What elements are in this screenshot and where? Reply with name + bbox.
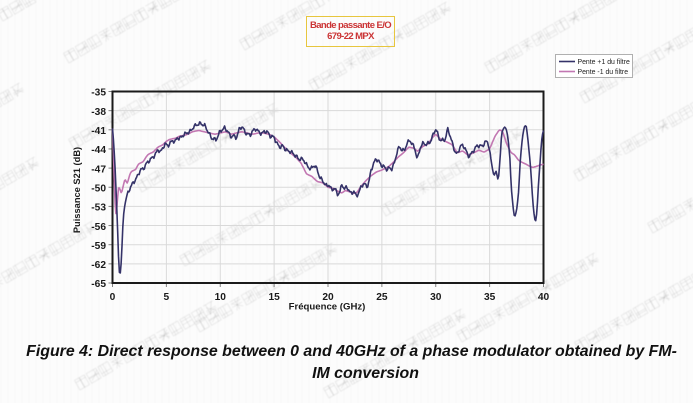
svg-text:25: 25 [376, 292, 388, 303]
svg-text:-44: -44 [91, 145, 106, 156]
svg-text:-62: -62 [91, 260, 106, 271]
svg-text:Pente -1 du filtre: Pente -1 du filtre [578, 69, 629, 76]
svg-text:20: 20 [322, 292, 334, 303]
svg-text:Fréquence (GHz): Fréquence (GHz) [289, 302, 366, 313]
svg-text:10: 10 [215, 292, 227, 303]
svg-text:-50: -50 [91, 183, 106, 194]
svg-text:40: 40 [538, 292, 550, 303]
svg-text:-56: -56 [91, 222, 106, 233]
svg-text:30: 30 [430, 292, 442, 303]
svg-text:-59: -59 [91, 241, 106, 252]
svg-text:-53: -53 [91, 203, 106, 214]
svg-text:15: 15 [268, 292, 280, 303]
svg-text:-35: -35 [91, 88, 106, 99]
svg-text:Puissance S21 (dB): Puissance S21 (dB) [72, 147, 82, 233]
svg-text:5: 5 [164, 292, 170, 303]
svg-text:0: 0 [110, 292, 116, 303]
svg-text:-47: -47 [91, 164, 106, 175]
svg-text:-65: -65 [91, 279, 106, 290]
svg-text:35: 35 [484, 292, 496, 303]
svg-text:Pente +1 du filtre: Pente +1 du filtre [578, 59, 630, 66]
svg-text:-41: -41 [91, 126, 106, 137]
svg-text:-38: -38 [91, 107, 106, 118]
